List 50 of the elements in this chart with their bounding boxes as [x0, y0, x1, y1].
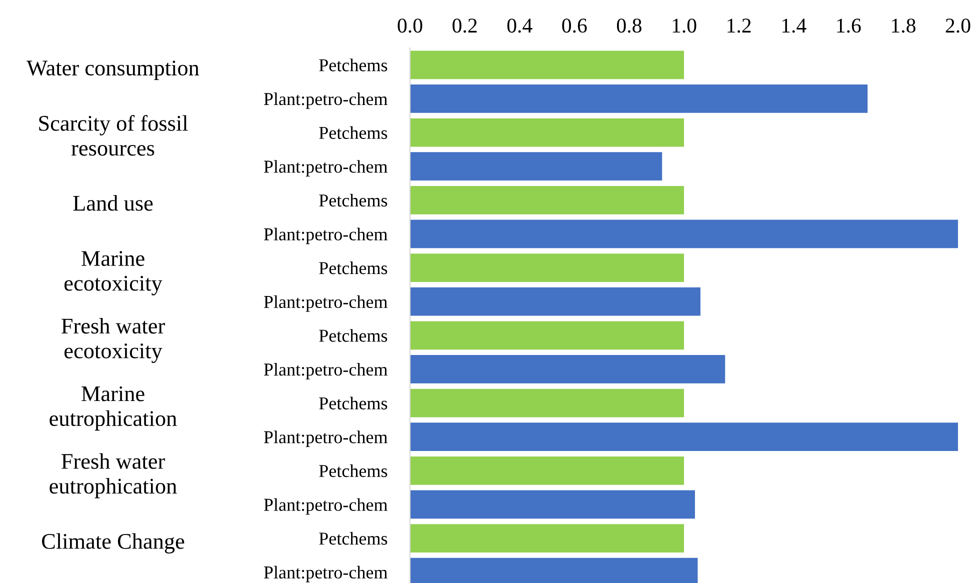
y-tick-label: Plant:petro-chem	[264, 498, 388, 515]
bar	[410, 422, 958, 452]
bar	[410, 456, 684, 485]
x-tick-label: 1.2	[728, 18, 751, 33]
bar	[410, 388, 684, 418]
x-tick-label: 1.6	[837, 18, 861, 33]
text: Water consumption	[26, 60, 200, 80]
x-tick-label: 1.4	[782, 18, 806, 33]
text: Scarcity of fossil resources	[39, 114, 188, 156]
text: Fresh water ecotoxicity	[61, 318, 165, 363]
y-tick-label: Petchems	[319, 194, 388, 207]
y-tick-label: Plant:petro-chem	[264, 295, 388, 312]
bar	[410, 84, 868, 113]
x-tick-label: 0.6	[562, 18, 587, 33]
text: Climate Change	[42, 533, 184, 554]
x-tick-label: 1.0	[672, 18, 696, 33]
x-tick-label: 0.4	[507, 18, 532, 33]
bar	[410, 118, 684, 147]
y-tick-label: Plant:petro-chem	[264, 160, 388, 176]
y-tick-label: Plant:petro-chem	[264, 362, 388, 380]
y-tick-label: Petchems	[319, 262, 388, 274]
y-tick-label: Petchems	[319, 58, 388, 72]
bar	[410, 50, 684, 80]
y-tick-label: Petchems	[319, 396, 388, 410]
bar	[410, 152, 662, 181]
text: Marine ecotoxicity	[64, 251, 162, 296]
y-tick-label: Petchems	[319, 532, 388, 545]
bar	[410, 321, 684, 350]
y-tick-label: Petchems	[319, 329, 388, 342]
y-tick-label: Plant:petro-chem	[264, 92, 388, 109]
y-tick-label: Plant:petro-chem	[264, 566, 388, 582]
y-tick-label: Plant:petro-chem	[264, 228, 388, 244]
x-tick-label: 0.8	[616, 18, 642, 33]
x-tick-label: 2.0	[946, 18, 970, 33]
y-tick-label: Plant:petro-chem	[264, 430, 388, 447]
bar	[410, 220, 958, 248]
bar	[410, 287, 700, 316]
y-tick-label: Petchems	[319, 464, 388, 478]
bar	[410, 355, 726, 384]
bar	[410, 524, 684, 552]
text: Marine eutrophication	[50, 386, 177, 431]
y-tick-label: Petchems	[319, 126, 388, 139]
x-tick-label: 0.2	[452, 18, 477, 33]
x-tick-label: 1.8	[892, 18, 916, 33]
text: Land use	[73, 195, 153, 211]
text: Fresh water eutrophication	[50, 453, 177, 498]
bar	[410, 254, 684, 282]
x-tick-label: 0.0	[398, 18, 422, 33]
bar	[410, 186, 684, 214]
bar	[410, 490, 695, 519]
